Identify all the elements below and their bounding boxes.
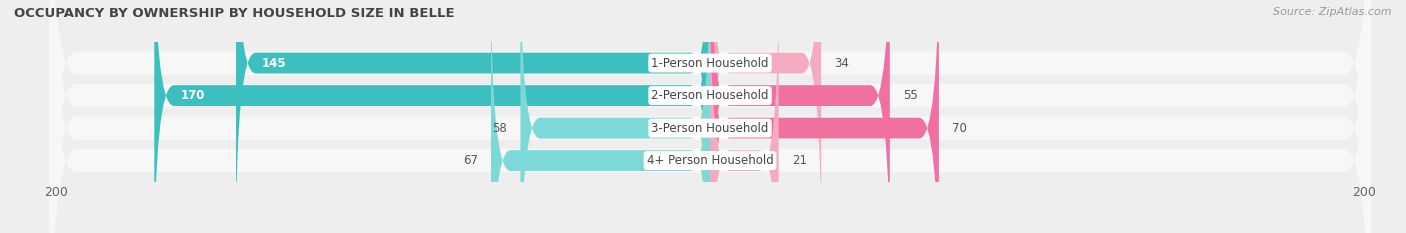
- Text: 58: 58: [492, 122, 508, 135]
- FancyBboxPatch shape: [49, 0, 1371, 233]
- FancyBboxPatch shape: [236, 0, 710, 233]
- FancyBboxPatch shape: [491, 0, 710, 233]
- Text: 70: 70: [952, 122, 967, 135]
- FancyBboxPatch shape: [710, 0, 890, 233]
- FancyBboxPatch shape: [155, 0, 710, 233]
- Text: 21: 21: [792, 154, 807, 167]
- FancyBboxPatch shape: [710, 0, 821, 233]
- FancyBboxPatch shape: [710, 0, 779, 233]
- Text: 170: 170: [180, 89, 205, 102]
- Text: 67: 67: [463, 154, 478, 167]
- Text: 34: 34: [834, 57, 849, 70]
- FancyBboxPatch shape: [520, 0, 710, 233]
- Text: 1-Person Household: 1-Person Household: [651, 57, 769, 70]
- Text: 55: 55: [903, 89, 918, 102]
- Text: 2-Person Household: 2-Person Household: [651, 89, 769, 102]
- FancyBboxPatch shape: [49, 0, 1371, 233]
- Text: 4+ Person Household: 4+ Person Household: [647, 154, 773, 167]
- FancyBboxPatch shape: [710, 0, 939, 233]
- Text: Source: ZipAtlas.com: Source: ZipAtlas.com: [1274, 7, 1392, 17]
- Text: 145: 145: [262, 57, 287, 70]
- Text: 3-Person Household: 3-Person Household: [651, 122, 769, 135]
- FancyBboxPatch shape: [49, 0, 1371, 233]
- FancyBboxPatch shape: [49, 0, 1371, 233]
- Text: OCCUPANCY BY OWNERSHIP BY HOUSEHOLD SIZE IN BELLE: OCCUPANCY BY OWNERSHIP BY HOUSEHOLD SIZE…: [14, 7, 454, 20]
